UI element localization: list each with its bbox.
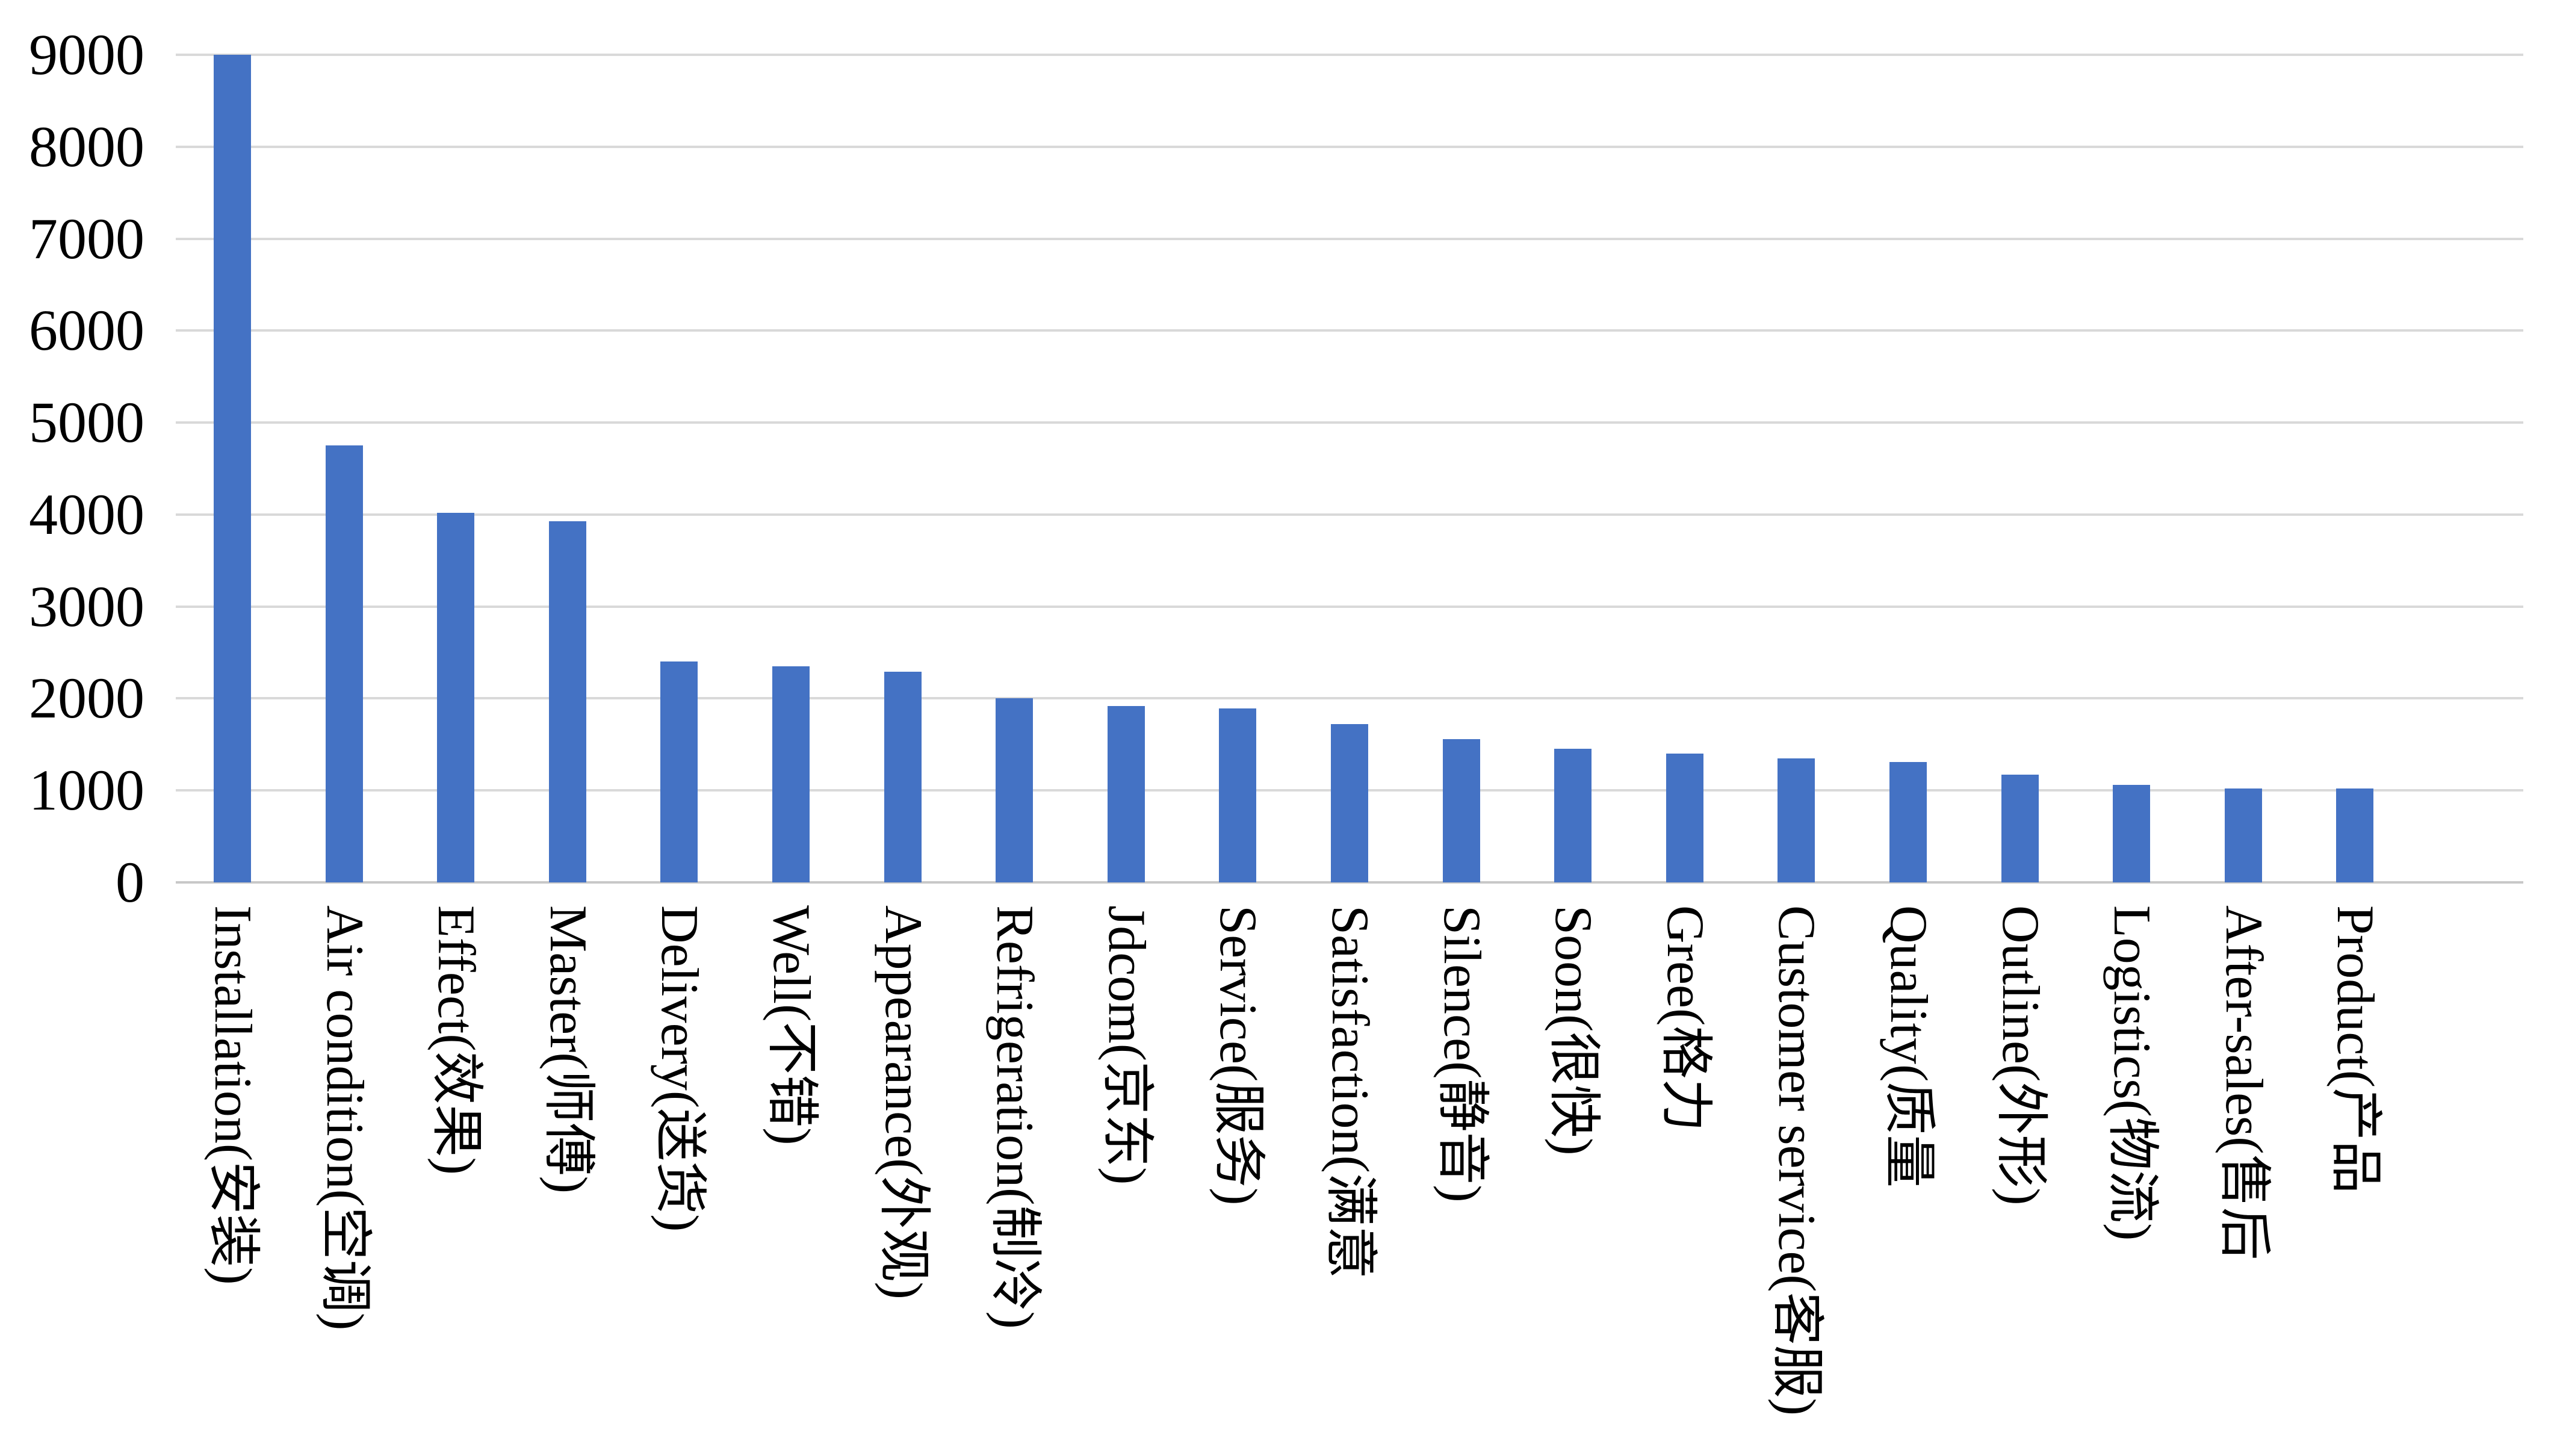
x-axis-category-label: Delivery(送货) bbox=[650, 905, 709, 1232]
gridline bbox=[176, 605, 2523, 608]
x-axis-category-label: Outline(外形) bbox=[1991, 905, 2050, 1206]
x-axis-category-label: Installation(安装) bbox=[203, 905, 262, 1285]
bar bbox=[1554, 749, 1592, 882]
x-axis-category-label: Jdcom(京东) bbox=[1097, 905, 1156, 1185]
x-axis-category-label: Quality(质量 bbox=[1879, 905, 1938, 1188]
x-axis-category-label: Well(不错) bbox=[762, 905, 820, 1145]
x-axis-category-label: Effect(效果) bbox=[427, 905, 486, 1175]
bar bbox=[2336, 788, 2374, 882]
y-axis-tick-label: 3000 bbox=[29, 574, 144, 639]
gridline bbox=[176, 697, 2523, 700]
x-axis-category-label: Product(产品 bbox=[2326, 905, 2385, 1194]
gridline bbox=[176, 54, 2523, 56]
x-axis-category-label: Appearance(外观) bbox=[873, 905, 932, 1300]
bar bbox=[996, 698, 1034, 882]
x-axis-category-label: Service(服务) bbox=[1209, 905, 1268, 1206]
gridline bbox=[176, 421, 2523, 424]
bar bbox=[2113, 785, 2151, 882]
bar bbox=[2224, 788, 2262, 882]
axis-baseline bbox=[176, 881, 2523, 884]
bar bbox=[1666, 754, 1703, 882]
bar bbox=[1331, 724, 1368, 882]
bar bbox=[772, 666, 810, 882]
y-axis-tick-label: 9000 bbox=[29, 22, 144, 87]
gridline bbox=[176, 329, 2523, 332]
gridline bbox=[176, 513, 2523, 516]
bar bbox=[1107, 705, 1145, 882]
x-axis-category-label: Logistics(物流) bbox=[2103, 905, 2162, 1241]
x-axis-category-label: Satisfaction(满意 bbox=[1321, 905, 1379, 1279]
bar bbox=[884, 672, 922, 882]
bar bbox=[548, 521, 586, 882]
x-axis-category-label: Silence(静音) bbox=[1432, 905, 1491, 1203]
y-axis-tick-label: 4000 bbox=[29, 482, 144, 547]
gridline bbox=[176, 237, 2523, 240]
bar bbox=[1778, 758, 1815, 882]
y-axis-tick-label: 7000 bbox=[29, 206, 144, 271]
y-axis-tick-label: 1000 bbox=[29, 758, 144, 823]
bar bbox=[1889, 761, 1927, 882]
bar bbox=[325, 445, 363, 882]
x-axis-category-label: Gree(格力 bbox=[1655, 905, 1714, 1132]
y-axis-tick-label: 8000 bbox=[29, 114, 144, 179]
x-axis-category-label: Soon(很快) bbox=[1544, 905, 1603, 1156]
y-axis-tick-label: 5000 bbox=[29, 390, 144, 455]
bar bbox=[214, 55, 251, 882]
x-axis-category-label: Refrigeration(制冷) bbox=[985, 905, 1044, 1329]
x-axis-category-label: After-sales(售后 bbox=[2214, 905, 2273, 1260]
x-axis-category-label: Master(师傅) bbox=[538, 905, 597, 1194]
bar bbox=[437, 512, 475, 882]
gridline bbox=[176, 145, 2523, 148]
bar bbox=[2001, 775, 2039, 882]
bar bbox=[1442, 739, 1480, 882]
y-axis-tick-label: 0 bbox=[116, 850, 144, 914]
bar bbox=[1219, 708, 1257, 882]
x-axis-category-label: Air condition(空调) bbox=[315, 905, 374, 1331]
y-axis-tick-label: 2000 bbox=[29, 666, 144, 731]
x-axis-category-label: Customer service(客服) bbox=[1767, 905, 1826, 1416]
bar bbox=[660, 661, 698, 882]
y-axis-tick-label: 6000 bbox=[29, 298, 144, 363]
